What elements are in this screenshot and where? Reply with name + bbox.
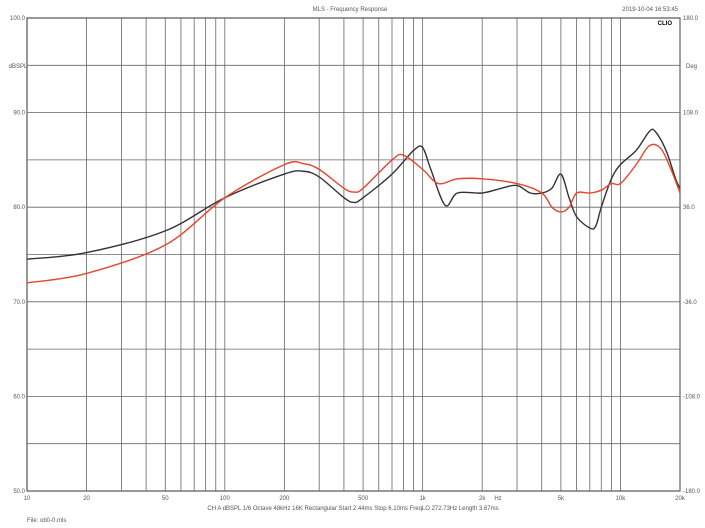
y-tick-label: 100.0: [10, 16, 26, 22]
y2-tick-label: 108.0: [683, 111, 699, 117]
y-tick-label: 90.0: [13, 111, 25, 117]
x-tick-label: 10k: [616, 496, 627, 502]
clio-logo: CLIO: [658, 21, 673, 27]
y-axis-label: dBSPL: [9, 64, 28, 70]
x-tick-label: 1k: [419, 496, 426, 502]
x-tick-label: 20k: [675, 496, 686, 502]
x-tick-label: 10: [24, 496, 31, 502]
y-tick-label: 80.0: [13, 205, 25, 211]
y-tick-label: 60.0: [13, 394, 25, 400]
measurement-settings: CH A dBSPL 1/6 Octave 48kHz 16K Rectangu…: [207, 506, 498, 512]
y2-tick-label: -36.0: [683, 300, 697, 306]
x-tick-label: 2k: [479, 496, 486, 502]
file-name: File: ob0-0.mls: [27, 518, 66, 524]
x-tick-label: 500: [358, 496, 369, 502]
y-tick-label: 70.0: [13, 300, 25, 306]
series-line-1: [26, 128, 681, 260]
y2-axis-label: Deg: [686, 64, 697, 70]
chart-title: MLS - Frequency Response: [313, 7, 388, 13]
timestamp: 2019-10-04 16:53:45: [622, 7, 678, 13]
x-tick-label: 20: [83, 496, 90, 502]
x-tick-label: 50: [162, 496, 169, 502]
x-tick-label: 100: [220, 496, 231, 502]
y2-tick-label: -108.0: [683, 394, 701, 400]
x-unit-label: Hz: [494, 496, 501, 502]
series-line-2: [26, 143, 681, 284]
y2-tick-label: 36.0: [683, 205, 695, 211]
y-tick-label: 50.0: [13, 489, 25, 495]
y2-tick-label: 180.0: [683, 16, 699, 22]
x-tick-label: 200: [279, 496, 290, 502]
y2-tick-label: -180.0: [683, 489, 701, 495]
x-tick-label: 5k: [558, 496, 565, 502]
